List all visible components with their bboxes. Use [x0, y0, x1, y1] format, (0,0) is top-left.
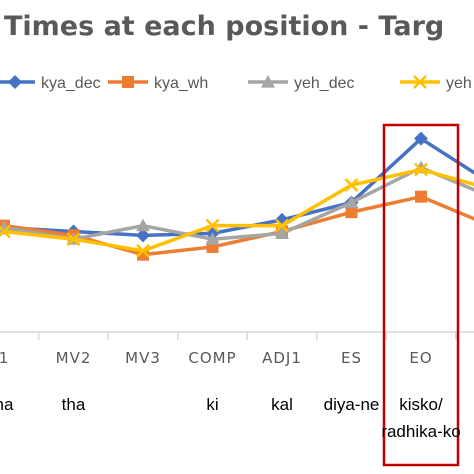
point-kya-dec-mv3	[136, 228, 150, 243]
x-tick-labels: 1MV2MV3COMPADJ1ESEOD	[0, 349, 432, 367]
word-label-diya-ne: diya-ne	[324, 395, 380, 414]
word-label-ha: ha	[0, 395, 14, 414]
point-kya-wh-es	[345, 206, 358, 219]
legend-item-kya-dec: kya_dec	[0, 75, 101, 92]
series-yeh	[0, 162, 474, 258]
legend: kya_dec kya_wh yeh_dec yeh	[0, 75, 472, 92]
word-label-kisko: kisko/	[399, 395, 443, 414]
point-yeh-1	[0, 224, 11, 239]
x-tick-label-eo: EO	[409, 349, 432, 367]
legend-marker-yeh-dec	[261, 75, 275, 88]
word-label-ki: ki	[206, 395, 218, 414]
highlight-box	[382, 123, 460, 467]
legend-marker-kya-wh	[122, 76, 134, 88]
point-yeh-dec-comp	[205, 232, 220, 245]
x-tick-label-mv2: MV2	[56, 349, 92, 367]
x-tick-label-1: 1	[0, 349, 9, 367]
chart-title: Times at each position - Targ	[4, 11, 444, 42]
point-yeh-dec-es	[344, 195, 359, 209]
x-axis	[0, 331, 474, 340]
highlight-layer	[382, 123, 460, 467]
word-label-kal: kal	[271, 395, 293, 414]
series-line-kya-dec	[3, 136, 474, 238]
point-yeh-eo	[414, 162, 428, 177]
legend-label-kya-wh: kya_wh	[154, 75, 208, 92]
point-yeh-es	[344, 178, 359, 192]
point-yeh-dec-mv3	[136, 218, 150, 232]
point-yeh-mv2	[66, 232, 81, 247]
point-yeh-mv3	[136, 243, 150, 258]
legend-item-yeh: yeh	[400, 75, 472, 92]
point-yeh-comp	[205, 218, 220, 233]
x-tick-label-mv3: MV3	[125, 349, 161, 367]
word-label-tha: tha	[62, 395, 86, 414]
word-label-radhika-ko: radhika-ko	[381, 422, 460, 441]
point-yeh-adj1	[275, 218, 289, 233]
point-yeh-dec-adj1	[275, 226, 289, 239]
legend-marker-yeh	[413, 75, 427, 89]
legend-item-kya-wh: kya_wh	[108, 75, 208, 92]
legend-label-kya-dec: kya_dec	[41, 75, 101, 92]
series-line-yeh	[3, 167, 474, 253]
x-tick-label-adj1: ADJ1	[262, 349, 302, 367]
point-kya-wh-eo	[415, 190, 427, 203]
legend-item-yeh-dec: yeh_dec	[248, 75, 355, 92]
legend-label-yeh: yeh	[446, 75, 472, 92]
legend-marker-kya-dec	[8, 75, 22, 89]
point-kya-dec-eo	[414, 131, 428, 146]
x-tick-label-es: ES	[341, 349, 362, 367]
legend-label-yeh-dec: yeh_dec	[294, 75, 355, 92]
series-layer	[0, 131, 474, 261]
x-tick-label-comp: COMP	[188, 349, 236, 367]
